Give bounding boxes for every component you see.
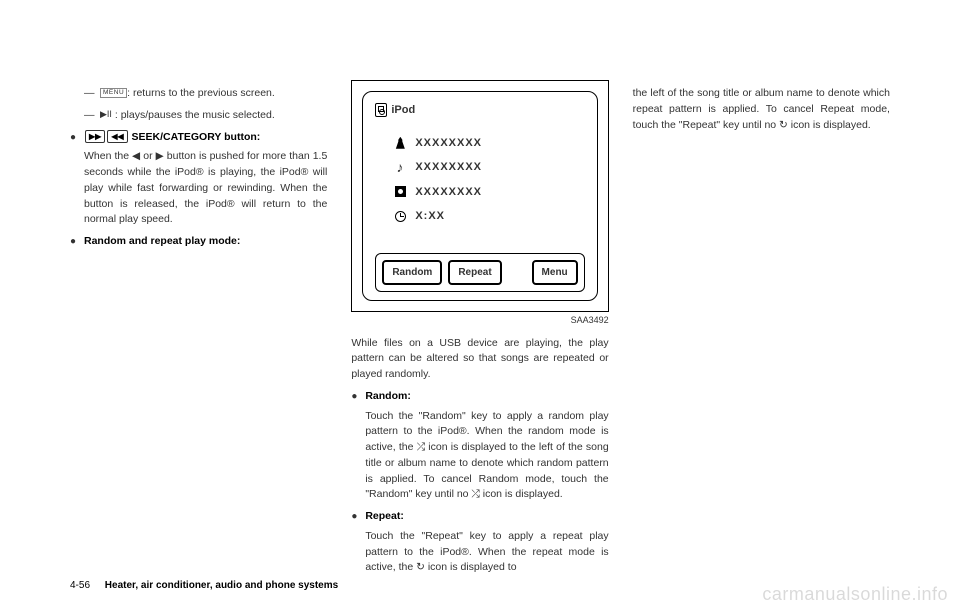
section-title: Heater, air conditioner, audio and phone…	[105, 580, 338, 591]
bullet-repeat: ● Repeat:	[351, 509, 608, 525]
dash-item-menu: — MENU: returns to the previous screen.	[70, 86, 327, 102]
person-icon	[393, 136, 407, 150]
ipod-device-icon	[375, 103, 387, 117]
watermark: carmanualsonline.info	[762, 584, 948, 605]
menu-button: Menu	[532, 260, 578, 285]
page-content: — MENU: returns to the previous screen. …	[70, 80, 890, 571]
bullet-label: ▶▶◀◀ SEEK/CATEGORY button:	[84, 130, 327, 146]
seek-label: SEEK/CATEGORY button:	[132, 131, 261, 143]
disc-icon	[393, 185, 407, 199]
ipod-label: iPod	[391, 102, 415, 119]
screen-row-album: XXXXXXXX	[393, 184, 584, 201]
figure-label: SAA3492	[351, 314, 608, 328]
seek-paragraph: When the ◀ or ▶ button is pushed for mor…	[84, 149, 327, 228]
intro-paragraph: While files on a USB device are playing,…	[351, 336, 608, 383]
dash-text-body: : returns to the previous screen.	[127, 87, 275, 99]
dash-text: ▶II : plays/pauses the music selected.	[100, 108, 327, 124]
note-icon: ♪	[393, 160, 407, 174]
dash-text-body: : plays/pauses the music selected.	[112, 109, 275, 121]
dash-marker: —	[84, 86, 100, 102]
screen-row-song: ♪ XXXXXXXX	[393, 159, 584, 176]
seek-fwd-icon: ▶▶	[85, 130, 105, 143]
screen-row-artist: XXXXXXXX	[393, 135, 584, 152]
dash-item-playpause: — ▶II : plays/pauses the music selected.	[70, 108, 327, 124]
clock-icon	[393, 209, 407, 223]
row-text: X:XX	[415, 208, 445, 225]
row-text: XXXXXXXX	[415, 135, 482, 152]
repeat-continuation: the left of the song title or album name…	[633, 86, 890, 133]
bullet-label: Repeat:	[365, 509, 608, 525]
bullet-label: Random and repeat play mode:	[84, 234, 327, 250]
bullet-marker: ●	[70, 234, 84, 250]
seek-back-icon: ◀◀	[107, 130, 127, 143]
page-footer: 4-56 Heater, air conditioner, audio and …	[70, 580, 338, 591]
dash-marker: —	[84, 108, 100, 124]
column-2: iPod XXXXXXXX ♪ XXXXXXXX XXXXXXXX X:XX	[351, 80, 608, 571]
column-3: the left of the song title or album name…	[633, 80, 890, 571]
dash-text: MENU: returns to the previous screen.	[100, 86, 327, 102]
screen-row-time: X:XX	[393, 208, 584, 225]
bullet-seek: ● ▶▶◀◀ SEEK/CATEGORY button:	[70, 130, 327, 146]
page-number: 4-56	[70, 580, 90, 591]
random-button: Random	[382, 260, 442, 285]
repeat-button: Repeat	[448, 260, 501, 285]
random-paragraph: Touch the "Random" key to apply a random…	[365, 409, 608, 504]
screen-button-row: Random Repeat Menu	[375, 253, 584, 292]
bullet-marker: ●	[351, 389, 365, 405]
screen-inner: iPod XXXXXXXX ♪ XXXXXXXX XXXXXXXX X:XX	[362, 91, 597, 301]
bullet-marker: ●	[70, 130, 84, 146]
row-text: XXXXXXXX	[415, 184, 482, 201]
play-pause-icon: ▶II	[100, 108, 112, 122]
menu-icon: MENU	[100, 88, 127, 98]
ipod-header: iPod	[375, 102, 584, 119]
repeat-paragraph: Touch the "Repeat" key to apply a repeat…	[365, 529, 608, 576]
bullet-random: ● Random:	[351, 389, 608, 405]
bullet-label: Random:	[365, 389, 608, 405]
screen-illustration: iPod XXXXXXXX ♪ XXXXXXXX XXXXXXXX X:XX	[351, 80, 608, 312]
row-text: XXXXXXXX	[415, 159, 482, 176]
bullet-marker: ●	[351, 509, 365, 525]
column-1: — MENU: returns to the previous screen. …	[70, 80, 327, 571]
bullet-random-repeat-mode: ● Random and repeat play mode:	[70, 234, 327, 250]
